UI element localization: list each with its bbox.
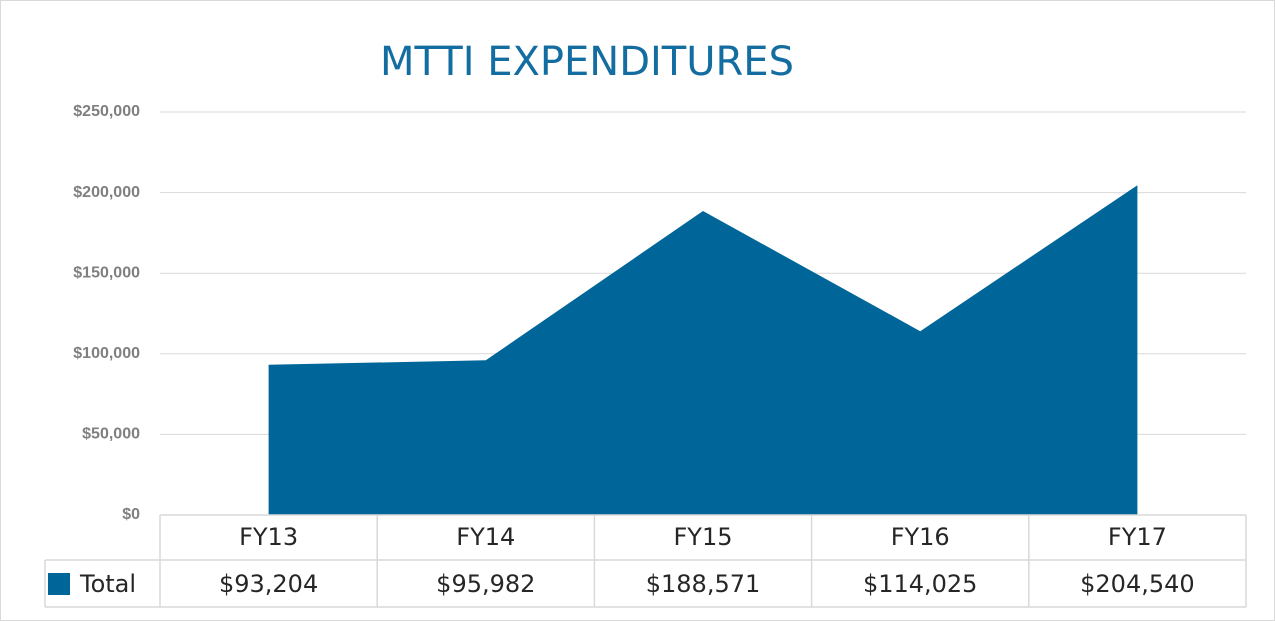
x-tick-label: FY14: [456, 523, 515, 551]
area: [268, 185, 1138, 515]
y-tick-label: $50,000: [82, 426, 140, 443]
y-tick-label: $200,000: [73, 184, 140, 201]
table-value: $188,571: [646, 570, 761, 598]
y-tick-label: $100,000: [73, 345, 140, 362]
table-value: $93,204: [219, 570, 318, 598]
table-value: $95,982: [436, 570, 535, 598]
legend-label: Total: [79, 570, 136, 598]
legend-swatch: [48, 573, 70, 595]
x-tick-label: FY15: [673, 523, 732, 551]
x-tick-label: FY17: [1108, 523, 1167, 551]
table-value: $114,025: [863, 570, 978, 598]
table-value: $204,540: [1080, 570, 1195, 598]
x-tick-label: FY13: [239, 523, 298, 551]
x-tick-label: FY16: [891, 523, 950, 551]
chart-title: MTTI EXPENDITURES: [380, 39, 794, 85]
y-tick-label: $0: [122, 506, 140, 523]
y-tick-label: $250,000: [73, 103, 140, 120]
y-tick-label: $150,000: [73, 264, 140, 281]
